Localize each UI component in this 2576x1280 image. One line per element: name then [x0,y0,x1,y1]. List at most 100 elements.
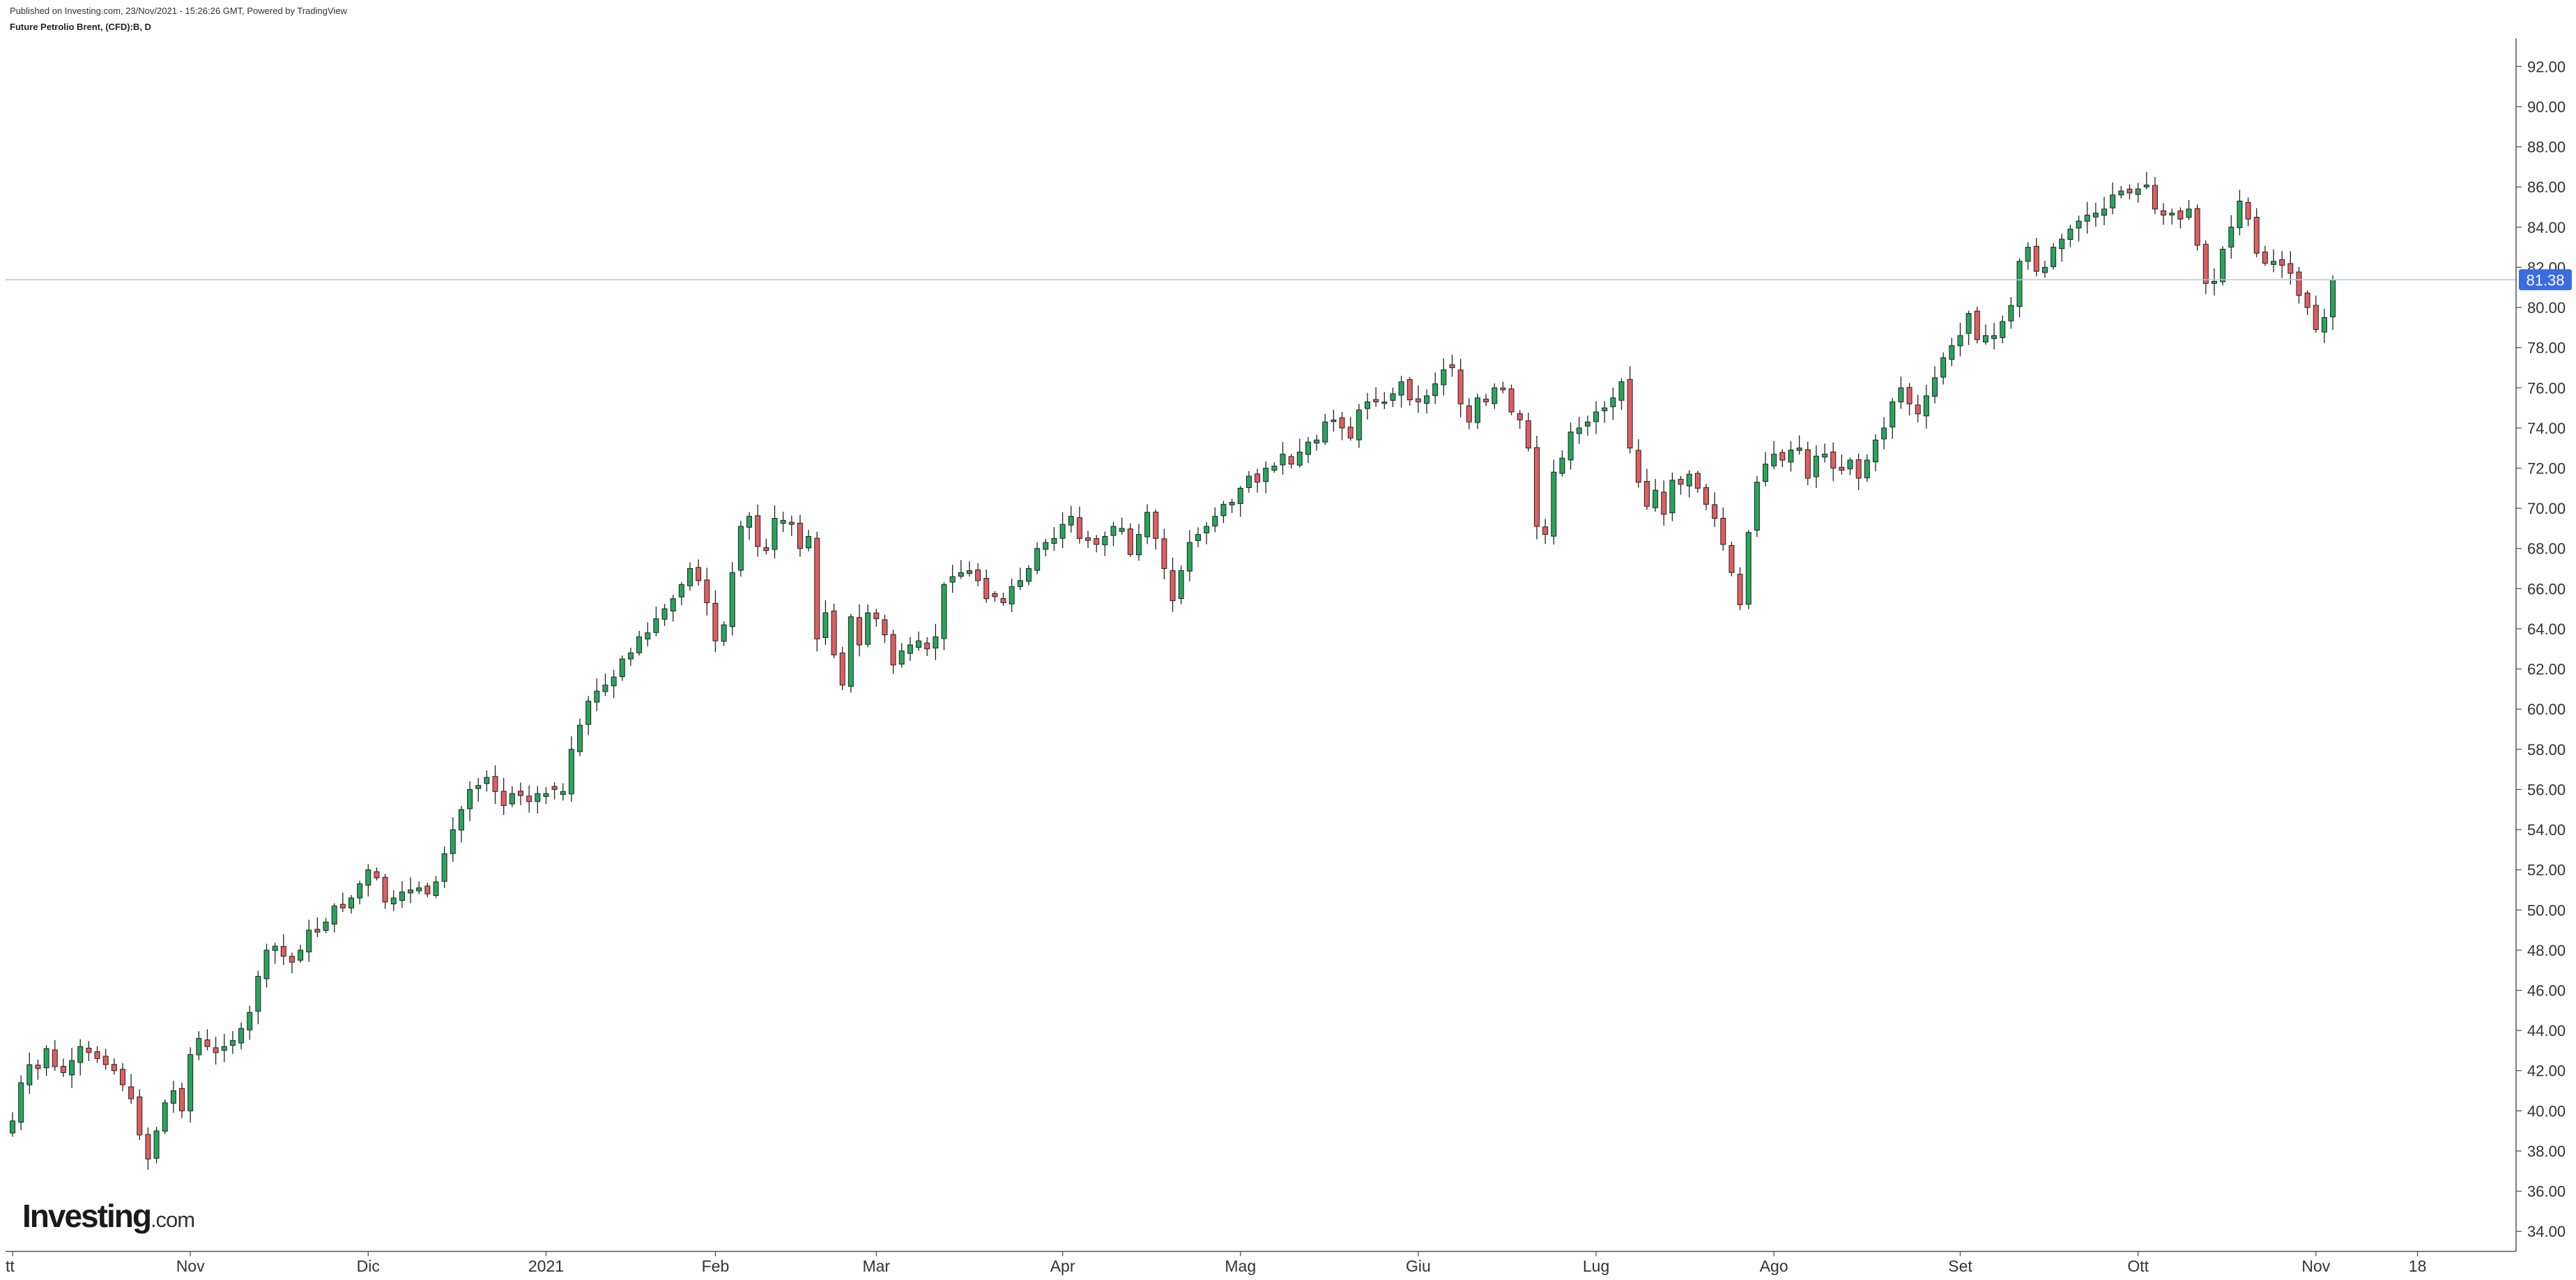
candle [1889,397,1896,439]
candle [526,785,532,813]
y-tick-label: 80.00 [2527,299,2566,317]
candle [2092,202,2099,227]
candle-body-up [772,518,778,550]
candle-body-down [1094,538,1100,545]
candle-body-down [983,578,990,600]
candle [661,604,668,626]
candle-body-down [145,1134,151,1159]
candle-body-up [1686,473,1692,487]
candle [535,786,541,814]
candle-body-down [2194,208,2200,246]
candle-body-up [255,975,261,1012]
candle-body-up [2076,220,2082,229]
x-tick-label: Lug [1583,1257,1609,1275]
candle [2287,251,2294,285]
candle [619,655,625,681]
candle-body-up [1043,542,1049,550]
candle [1567,422,1574,470]
candle-body-down [500,791,507,806]
candle-body-up [2135,188,2141,195]
candle [306,920,312,962]
candle-body-down [1974,310,1980,340]
x-tick-label: tt [6,1257,15,1275]
candle [933,623,939,660]
candle [1542,519,1549,544]
candle-body-up [577,724,583,752]
candle [2016,258,2023,318]
candle [52,1039,58,1071]
candle [1220,501,1227,524]
candle-body-up [1365,401,1370,409]
candle [1618,378,1625,410]
candle [737,521,744,577]
candle [102,1049,109,1070]
candle-body-up [357,883,363,899]
candle-body-up [1788,450,1794,463]
candle-body-down [755,515,761,547]
candle-body-up [636,636,643,653]
candle-body-down [1466,405,1472,422]
candle [1694,471,1701,493]
y-tick-label: 76.00 [2527,379,2566,397]
candle-body-up [1551,471,1557,537]
candle-body-up [1763,464,1769,482]
candle [966,561,972,577]
candle [1398,376,1404,408]
candle [1898,376,1904,409]
candle-body-up [1982,335,1988,343]
candle [458,805,464,843]
candle [2084,201,2090,234]
candle-body-up [2016,261,2023,307]
candle [1610,388,1616,420]
candle-body-up [1135,534,1142,556]
candle [2076,215,2082,242]
candle-body-down [1517,413,1523,420]
candle-body-down [1000,598,1006,604]
candle-body-up [1068,516,1074,526]
candle [1288,454,1294,469]
y-tick-label: 46.00 [2527,982,2566,999]
x-tick-label: Ott [2127,1257,2149,1275]
candle [1424,389,1430,414]
candle-body-down [280,945,286,957]
candle-body-up [1381,401,1388,404]
candle [907,637,913,661]
y-tick-label: 92.00 [2527,58,2566,75]
candle [1347,417,1354,441]
candle-body-down [1127,528,1133,555]
candle [696,559,702,586]
candle [1144,504,1151,544]
candle-body-up [1745,532,1751,605]
candle-body-up [2237,200,2243,229]
candle-body-down [289,956,295,963]
candle-body-down [1661,492,1667,515]
candle [1728,542,1735,577]
candle [1474,393,1480,429]
candle-body-up [77,1046,84,1063]
candle [94,1046,100,1063]
candle [1153,509,1159,550]
candle-body-up [916,640,922,648]
candle [2211,268,2217,296]
candle-body-down [2202,243,2209,284]
candle [1957,322,1963,357]
candle [1525,413,1531,452]
candle-body-down [882,619,888,636]
candle-body-up [69,1060,75,1076]
candle [1712,492,1718,527]
candle-body-up [390,897,397,905]
candle [1432,372,1439,404]
candle [128,1074,135,1104]
candle-body-up [2321,317,2327,333]
candle [1839,455,1845,475]
candle-body-up [1940,357,1947,378]
candle-body-down [2262,251,2268,264]
candle-body-up [1331,419,1337,422]
candle [111,1058,117,1075]
candle [280,934,286,966]
candle [1771,441,1777,470]
y-tick-label: 50.00 [2527,901,2566,919]
candle [1339,411,1345,441]
candle-body-down [2152,185,2158,210]
